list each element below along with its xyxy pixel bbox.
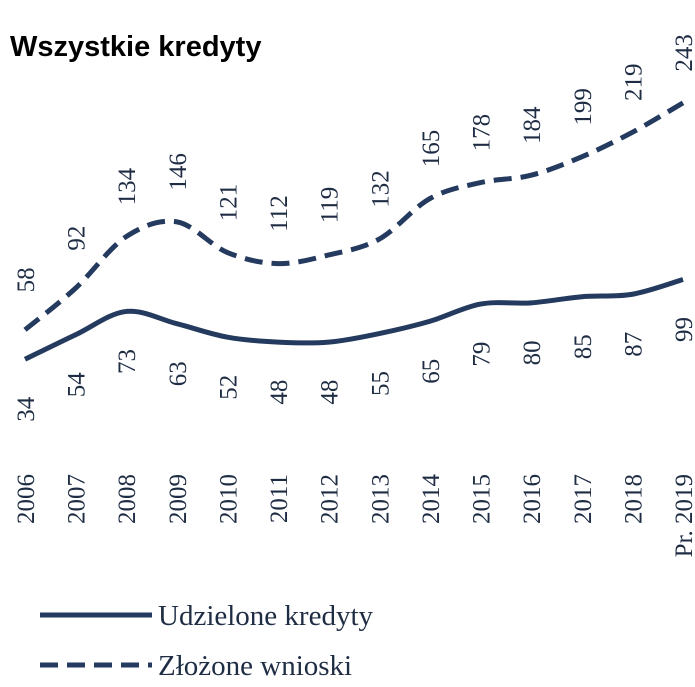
data-label: 63 [165, 361, 192, 386]
data-label: 48 [317, 380, 344, 405]
x-tick-label: 2011 [266, 474, 293, 523]
data-label: 55 [367, 371, 394, 396]
x-tick-label: 2012 [317, 474, 344, 524]
x-tick-label: 2017 [570, 474, 597, 524]
data-label: 73 [114, 349, 141, 374]
x-tick-label: 2018 [620, 474, 647, 524]
legend-label: Złożone wnioski [158, 650, 352, 682]
data-label: 85 [570, 334, 597, 359]
data-label: 80 [519, 340, 546, 365]
x-tick-label: 2014 [418, 474, 445, 525]
data-label: 219 [620, 64, 647, 102]
chart-title: Wszystkie kredyty [10, 31, 261, 63]
x-tick-label: 2007 [64, 474, 91, 524]
data-label: 79 [469, 342, 496, 367]
x-tick-label: 2006 [13, 474, 40, 524]
x-tick-label: 2013 [367, 474, 394, 524]
data-label: 34 [13, 396, 40, 422]
data-label: 243 [671, 34, 695, 72]
data-label: 87 [620, 332, 647, 357]
data-label: 146 [165, 153, 192, 191]
x-tick-label: 2008 [114, 474, 141, 524]
data-label: 121 [215, 184, 242, 222]
data-label: 184 [519, 106, 546, 144]
data-label: 119 [317, 187, 344, 224]
data-label: 134 [114, 167, 141, 205]
data-label: 54 [64, 372, 91, 398]
dashed-line [23, 100, 685, 332]
data-label: 178 [469, 114, 496, 152]
data-label: 48 [266, 380, 293, 405]
data-label: 199 [570, 88, 597, 126]
x-tick-label: 2016 [519, 474, 546, 524]
legend-label: Udzielone kredyty [158, 600, 374, 632]
data-label: 99 [671, 317, 695, 342]
data-label: 112 [266, 195, 293, 232]
solid-line [23, 277, 684, 362]
x-tick-label: Pr. 2019 [671, 474, 695, 557]
x-tick-label: 2015 [469, 474, 496, 524]
data-label: 58 [13, 267, 40, 292]
x-tick-label: 2009 [165, 474, 192, 524]
data-label: 92 [64, 226, 91, 251]
data-label: 52 [215, 375, 242, 400]
x-tick-label: 2010 [215, 474, 242, 524]
data-label: 165 [418, 130, 445, 168]
data-label: 132 [367, 170, 394, 208]
data-label: 65 [418, 359, 445, 384]
